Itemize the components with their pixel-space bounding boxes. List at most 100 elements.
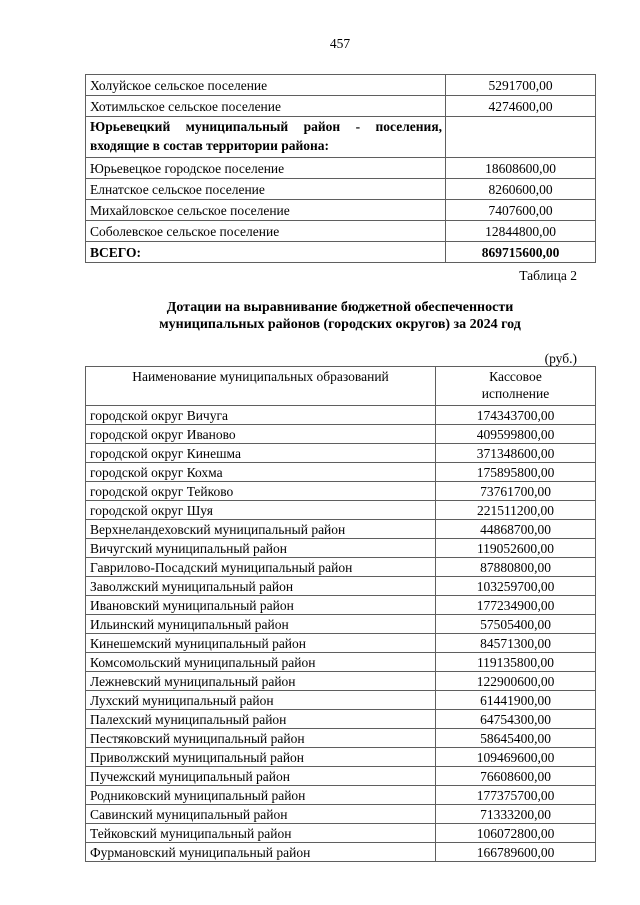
settlement-name-cell: Холуйское сельское поселение [85, 74, 446, 96]
section-title-line1: Дотации на выравнивание бюджетной обеспе… [166, 300, 514, 315]
table-row: Заволжский муниципальный район 103259700… [85, 576, 596, 596]
amount-cell: 18608600,00 [445, 157, 596, 179]
table-row-total: ВСЕГО: 869715600,00 [85, 241, 596, 263]
amount-cell: 166789600,00 [435, 842, 596, 862]
amount-cell: 122900600,00 [435, 671, 596, 691]
municipality-name-cell: Савинский муниципальный район [85, 804, 436, 824]
column-header-name: Наименование муниципальных образований [85, 366, 436, 406]
table-caption: Таблица 2 [519, 268, 577, 283]
municipality-name-cell: Палехский муниципальный район [85, 709, 436, 729]
amount-cell: 103259700,00 [435, 576, 596, 596]
municipality-name-cell: Пестяковский муниципальный район [85, 728, 436, 748]
settlement-name-cell: Елнатское сельское поселение [85, 178, 446, 200]
municipalities-table: Наименование муниципальных образований К… [85, 366, 596, 862]
total-label-cell: ВСЕГО: [85, 241, 446, 263]
table-row: городской округ Тейково 73761700,00 [85, 481, 596, 501]
table-row: Хотимльское сельское поселение 4274600,0… [85, 95, 596, 117]
table-row: городской округ Кинешма 371348600,00 [85, 443, 596, 463]
amount-cell: 221511200,00 [435, 500, 596, 520]
table-row: Пучежский муниципальный район 76608600,0… [85, 766, 596, 786]
amount-cell: 119135800,00 [435, 652, 596, 672]
table-row-district-group-header: Юрьевецкий муниципальный район - поселен… [85, 116, 596, 158]
table-row: Кинешемский муниципальный район 84571300… [85, 633, 596, 653]
amount-cell: 61441900,00 [435, 690, 596, 710]
amount-cell: 371348600,00 [435, 443, 596, 463]
amount-cell-empty [445, 116, 596, 158]
municipality-name-cell: городской округ Кинешма [85, 443, 436, 463]
units-label: (руб.) [544, 351, 577, 366]
column-header-cash-line2: исполнение [481, 386, 550, 401]
settlement-name-cell: Юрьевецкое городское поселение [85, 157, 446, 179]
table-row: Фурмановский муниципальный район 1667896… [85, 842, 596, 862]
municipality-name-cell: Ильинский муниципальный район [85, 614, 436, 634]
amount-cell: 5291700,00 [445, 74, 596, 96]
column-header-cash: Кассовое исполнение [435, 366, 596, 406]
municipality-name-cell: Верхнеландеховский муниципальный район [85, 519, 436, 539]
municipality-name-cell: Тейковский муниципальный район [85, 823, 436, 843]
municipality-name-cell: городской округ Кохма [85, 462, 436, 482]
page-number: 457 [329, 36, 351, 51]
municipality-name-cell: Ивановский муниципальный район [85, 595, 436, 615]
municipality-name-cell: Гаврилово-Посадский муниципальный район [85, 557, 436, 577]
settlement-name-cell: Хотимльское сельское поселение [85, 95, 446, 117]
table-row: Юрьевецкое городское поселение 18608600,… [85, 157, 596, 179]
amount-cell: 73761700,00 [435, 481, 596, 501]
table-row: городской округ Кохма 175895800,00 [85, 462, 596, 482]
municipality-name-cell: Комсомольский муниципальный район [85, 652, 436, 672]
municipality-name-cell: Фурмановский муниципальный район [85, 842, 436, 862]
amount-cell: 84571300,00 [435, 633, 596, 653]
amount-cell: 4274600,00 [445, 95, 596, 117]
table-row: Лежневский муниципальный район 122900600… [85, 671, 596, 691]
table-row: Ильинский муниципальный район 57505400,0… [85, 614, 596, 634]
table-row: Вичугский муниципальный район 119052600,… [85, 538, 596, 558]
amount-cell: 57505400,00 [435, 614, 596, 634]
municipality-name-cell: Лежневский муниципальный район [85, 671, 436, 691]
amount-cell: 44868700,00 [435, 519, 596, 539]
amount-cell: 12844800,00 [445, 220, 596, 242]
table-row: Палехский муниципальный район 64754300,0… [85, 709, 596, 729]
settlement-name-cell: Михайловское сельское поселение [85, 199, 446, 221]
table-row: Пестяковский муниципальный район 5864540… [85, 728, 596, 748]
amount-cell: 177234900,00 [435, 595, 596, 615]
table-row: Приволжский муниципальный район 10946960… [85, 747, 596, 767]
amount-cell: 109469600,00 [435, 747, 596, 767]
amount-cell: 8260600,00 [445, 178, 596, 200]
municipality-name-cell: городской округ Шуя [85, 500, 436, 520]
table-row: Комсомольский муниципальный район 119135… [85, 652, 596, 672]
table-row: Савинский муниципальный район 71333200,0… [85, 804, 596, 824]
amount-cell: 174343700,00 [435, 405, 596, 425]
amount-cell: 409599800,00 [435, 424, 596, 444]
table-row: Лухский муниципальный район 61441900,00 [85, 690, 596, 710]
amount-cell: 71333200,00 [435, 804, 596, 824]
amount-cell: 7407600,00 [445, 199, 596, 221]
table-row: Елнатское сельское поселение 8260600,00 [85, 178, 596, 200]
table-row: Тейковский муниципальный район 106072800… [85, 823, 596, 843]
table-row: Ивановский муниципальный район 177234900… [85, 595, 596, 615]
amount-cell: 87880800,00 [435, 557, 596, 577]
table-header-row: Наименование муниципальных образований К… [85, 366, 596, 406]
settlements-table: Холуйское сельское поселение 5291700,00 … [85, 74, 596, 263]
district-group-header-cell: Юрьевецкий муниципальный район - поселен… [85, 116, 446, 158]
municipality-name-cell: городской округ Тейково [85, 481, 436, 501]
municipality-name-cell: Кинешемский муниципальный район [85, 633, 436, 653]
settlement-name-cell: Соболевское сельское поселение [85, 220, 446, 242]
table-row: Верхнеландеховский муниципальный район 4… [85, 519, 596, 539]
municipality-name-cell: городской округ Иваново [85, 424, 436, 444]
municipality-name-cell: городской округ Вичуга [85, 405, 436, 425]
table-row: Холуйское сельское поселение 5291700,00 [85, 74, 596, 96]
table-row: городской округ Иваново 409599800,00 [85, 424, 596, 444]
amount-cell: 64754300,00 [435, 709, 596, 729]
section-title-line2: муниципальных районов (городских округов… [159, 317, 521, 332]
section-title: Дотации на выравнивание бюджетной обеспе… [85, 299, 595, 333]
municipality-name-cell: Заволжский муниципальный район [85, 576, 436, 596]
table-row: Соболевское сельское поселение 12844800,… [85, 220, 596, 242]
table-row: Родниковский муниципальный район 1773757… [85, 785, 596, 805]
municipality-name-cell: Лухский муниципальный район [85, 690, 436, 710]
table-row: городской округ Шуя 221511200,00 [85, 500, 596, 520]
table-row: Гаврилово-Посадский муниципальный район … [85, 557, 596, 577]
document-page: 457 Холуйское сельское поселение 5291700… [85, 0, 596, 862]
table-row: городской округ Вичуга 174343700,00 [85, 405, 596, 425]
amount-cell: 177375700,00 [435, 785, 596, 805]
municipality-name-cell: Приволжский муниципальный район [85, 747, 436, 767]
column-header-cash-line1: Кассовое [489, 369, 542, 384]
